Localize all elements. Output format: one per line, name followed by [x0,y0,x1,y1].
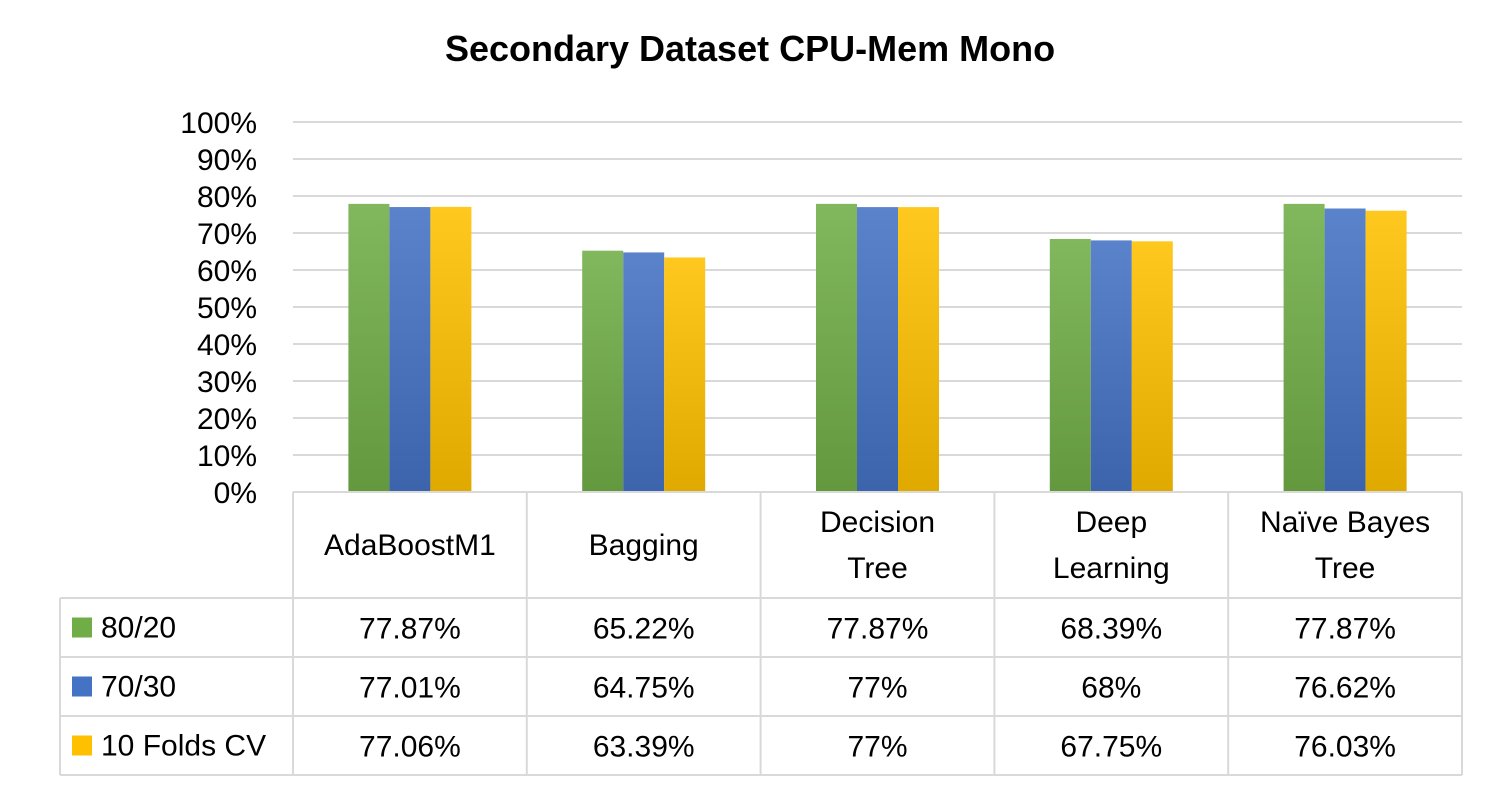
bar-10-folds-cv [898,207,939,492]
category-label: Deep [1075,506,1147,539]
legend-key [72,676,92,697]
bar-70-30 [1090,240,1132,492]
bar-80-20 [582,250,624,492]
y-tick-label: 50% [197,292,257,325]
legend-label: 10 Folds CV [101,730,266,763]
data-table-cell: 77% [847,672,907,705]
bar-10-folds-cv [430,206,472,493]
data-table-cell: 76.62% [1294,672,1396,705]
y-tick-label: 60% [197,255,257,288]
data-table-cell: 67.75% [1060,731,1162,764]
bar-80-20 [816,203,857,493]
data-table-cell: 64.75% [593,672,695,705]
legend-label: 80/20 [101,612,176,645]
chart-title: Secondary Dataset CPU-Mem Mono [444,28,1056,69]
legend-key [72,617,92,638]
bar-80-20 [348,203,390,493]
y-tick-label: 70% [197,218,257,251]
data-table-cell: 77% [847,731,907,764]
data-table-cell: 76.03% [1294,731,1396,764]
data-table-cell: 77.87% [359,613,461,646]
bar-10-folds-cv [1131,241,1173,492]
legend-label: 70/30 [101,671,176,704]
data-table-cell: 68.39% [1060,613,1162,646]
category-label: Naïve Bayes [1260,506,1430,539]
bar-70-30 [623,252,665,492]
y-tick-label: 0% [214,477,257,510]
y-tick-label: 90% [197,144,257,177]
y-tick-label: 100% [180,107,257,140]
category-label: Bagging [589,529,699,562]
category-label: Tree [847,552,908,585]
category-label: Learning [1053,552,1170,585]
bar-10-folds-cv [1365,210,1407,492]
data-table-cell: 68% [1081,672,1141,705]
bar-70-30 [857,207,898,492]
data-table-cell: 77.87% [1294,613,1396,646]
y-tick-label: 20% [197,403,257,436]
bar-10-folds-cv [664,257,706,492]
bar-70-30 [1324,208,1366,493]
data-table-cell: 77.01% [359,672,461,705]
data-table-cell: 63.39% [593,731,695,764]
y-tick-label: 30% [197,366,257,399]
y-tick-label: 80% [197,181,257,214]
category-label: Decision [820,506,935,539]
y-tick-label: 40% [197,329,257,362]
bar-70-30 [389,207,431,493]
data-table-cell: 65.22% [593,613,695,646]
category-label: Tree [1315,552,1376,585]
bar-80-20 [1283,203,1325,493]
y-tick-label: 10% [197,440,257,473]
data-table-cell: 77.87% [827,613,929,646]
category-label: AdaBoostM1 [324,529,496,562]
bar-80-20 [1049,238,1091,492]
data-table-cell: 77.06% [359,731,461,764]
legend-key [72,735,92,756]
